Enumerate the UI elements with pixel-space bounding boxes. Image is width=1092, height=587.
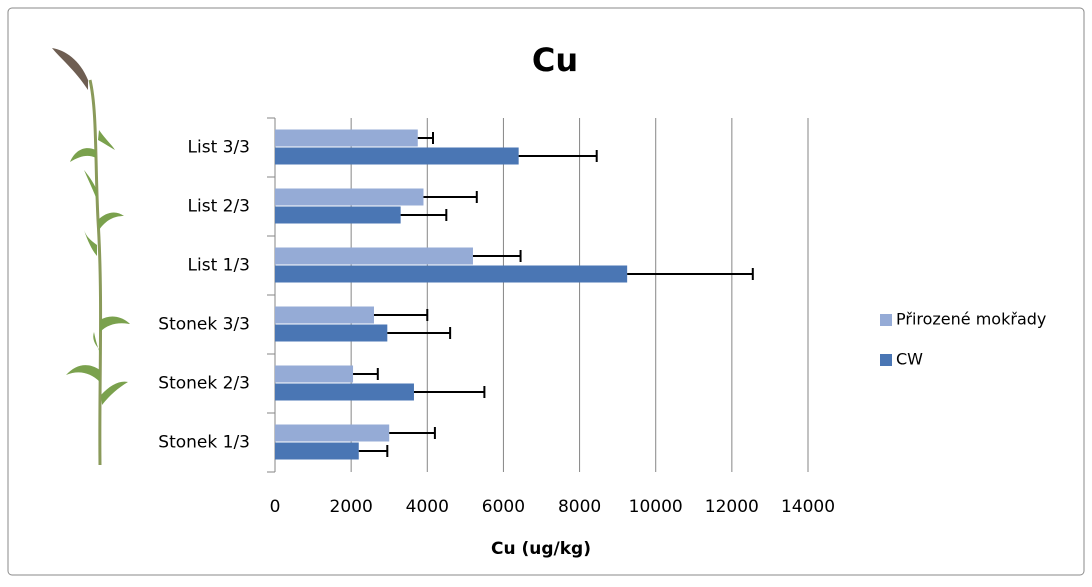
error-bar [400, 209, 448, 221]
x-tick-label: 10000 [629, 497, 683, 517]
x-tick-label: 12000 [705, 497, 759, 517]
bar [275, 247, 473, 265]
y-tick-label: Stonek 3/3 [158, 315, 250, 335]
error-bar [423, 191, 478, 203]
y-tick-label: List 2/3 [188, 197, 250, 217]
x-tick-label: 14000 [781, 497, 835, 517]
legend-label: CW [896, 350, 923, 369]
error-bar [358, 445, 389, 457]
error-bar [413, 386, 486, 398]
bar [275, 188, 424, 206]
x-tick-label: 2000 [330, 497, 373, 517]
bar [275, 424, 390, 442]
error-bar [373, 309, 429, 321]
x-axis-label: Cu (ug/kg) [491, 539, 591, 559]
x-tick-label: 8000 [558, 497, 601, 517]
bar [275, 324, 388, 342]
error-bar [518, 150, 598, 162]
bar [275, 129, 418, 147]
bar [275, 147, 519, 165]
x-tick-label: 4000 [406, 497, 449, 517]
error-bar [353, 368, 379, 380]
chart-title: Cu [532, 41, 578, 79]
legend-label: Přirozené mokřady [896, 310, 1046, 329]
y-tick-label: List 1/3 [188, 256, 250, 276]
bar [275, 306, 374, 324]
legend-swatch [880, 354, 892, 366]
error-bar [417, 132, 434, 144]
y-tick-label: Stonek 2/3 [158, 374, 250, 394]
bar [275, 265, 628, 283]
legend-swatch [880, 314, 892, 326]
chart-frame [7, 7, 1085, 576]
y-tick-label: List 3/3 [188, 138, 250, 158]
plant-illustration [52, 48, 130, 466]
y-tick-label: Stonek 1/3 [158, 433, 250, 453]
error-bar [627, 268, 754, 280]
bar [275, 383, 414, 401]
x-tick-label: 0 [270, 497, 281, 517]
error-bar [472, 250, 522, 262]
error-bar [389, 427, 436, 439]
bar [275, 206, 401, 224]
bar [275, 365, 354, 383]
bar [275, 442, 359, 460]
error-bar [387, 327, 452, 339]
x-tick-label: 6000 [482, 497, 525, 517]
